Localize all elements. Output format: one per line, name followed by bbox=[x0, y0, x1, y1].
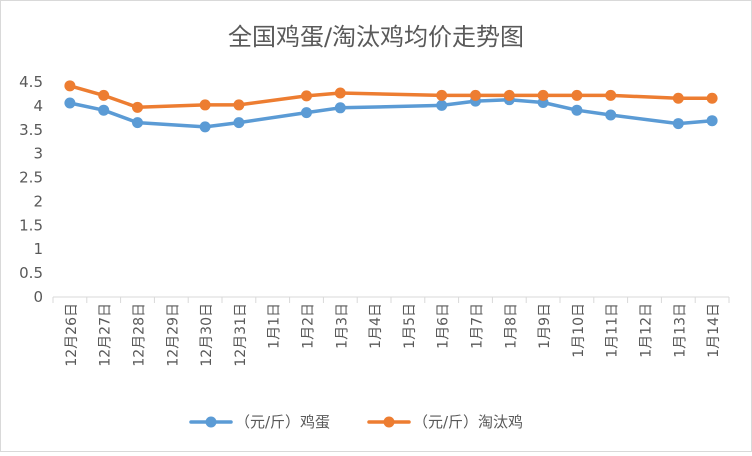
data-point-series-1 bbox=[132, 117, 143, 129]
data-point-series-1 bbox=[64, 97, 76, 109]
data-point-series-2 bbox=[199, 99, 211, 111]
data-point-series-2 bbox=[470, 89, 481, 101]
x-tick-label: 1月8日 bbox=[503, 303, 519, 349]
data-point-series-1 bbox=[199, 121, 211, 133]
y-tick-label: 1 bbox=[33, 240, 43, 258]
legend-marker-1 bbox=[205, 416, 217, 428]
x-tick-label: 1月14日 bbox=[706, 303, 722, 358]
x-tick-label: 1月13日 bbox=[672, 303, 688, 358]
data-point-series-2 bbox=[571, 89, 583, 101]
y-tick-label: 3.5 bbox=[19, 121, 43, 139]
data-point-series-2 bbox=[233, 99, 245, 111]
x-tick-label: 1月12日 bbox=[639, 303, 655, 358]
y-tick-label: 4.5 bbox=[19, 73, 43, 91]
data-point-series-1 bbox=[436, 99, 448, 111]
data-point-series-2 bbox=[334, 87, 346, 99]
x-tick-label: 1月5日 bbox=[402, 303, 418, 349]
data-point-series-2 bbox=[503, 89, 515, 101]
legend-marker-2 bbox=[383, 416, 395, 428]
y-tick-label: 0 bbox=[33, 288, 43, 306]
x-tick-label: 1月9日 bbox=[537, 303, 553, 349]
data-point-series-2 bbox=[132, 101, 143, 113]
x-tick-label: 12月26日 bbox=[64, 303, 80, 367]
x-tick-label: 1月3日 bbox=[334, 303, 350, 349]
data-point-series-1 bbox=[706, 115, 718, 127]
legend: （元/斤）鸡蛋 （元/斤）淘汰鸡 bbox=[189, 413, 523, 431]
x-tick-label: 1月10日 bbox=[571, 303, 587, 358]
y-tick-label: 3 bbox=[33, 145, 43, 163]
y-tick-label: 1.5 bbox=[19, 216, 43, 234]
y-tick-label: 2 bbox=[33, 192, 43, 210]
data-point-series-2 bbox=[537, 89, 549, 101]
x-tick-label: 1月6日 bbox=[436, 303, 452, 349]
y-tick-label: 2.5 bbox=[19, 169, 43, 187]
data-point-series-1 bbox=[571, 104, 583, 116]
x-tick-label: 12月28日 bbox=[132, 303, 148, 367]
data-point-series-2 bbox=[672, 92, 684, 104]
data-point-series-2 bbox=[301, 90, 312, 102]
data-point-series-1 bbox=[301, 107, 312, 119]
x-tick-label: 1月7日 bbox=[470, 303, 486, 349]
x-tick-label: 12月30日 bbox=[199, 303, 215, 367]
data-point-series-2 bbox=[64, 80, 76, 92]
data-point-series-2 bbox=[436, 89, 448, 101]
x-tick-label: 1月2日 bbox=[301, 303, 317, 349]
data-point-series-1 bbox=[233, 117, 245, 129]
x-tick-label: 12月27日 bbox=[98, 303, 114, 367]
y-axis: 0 0.5 1 1.5 2 2.5 3 3.5 4 4.5 bbox=[19, 73, 43, 306]
x-tick-label: 1月11日 bbox=[605, 303, 621, 358]
data-point-series-1 bbox=[605, 109, 617, 121]
data-point-series-2 bbox=[706, 92, 718, 104]
x-tick-label: 12月31日 bbox=[233, 303, 249, 367]
chart-title: 全国鸡蛋/淘汰鸡均价走势图 bbox=[228, 23, 524, 51]
legend-label-2: （元/斤）淘汰鸡 bbox=[413, 413, 523, 431]
y-tick-label: 4 bbox=[33, 97, 43, 115]
y-tick-label: 0.5 bbox=[19, 264, 43, 282]
data-point-series-1 bbox=[98, 104, 110, 116]
series-layer bbox=[64, 80, 718, 133]
data-point-series-2 bbox=[98, 89, 110, 101]
x-tick-label: 1月4日 bbox=[368, 303, 384, 349]
x-tick-label: 12月29日 bbox=[165, 303, 181, 367]
x-axis: 12月26日 12月27日 12月28日 12月29日 12月30日 12月31日 1月1日… bbox=[52, 296, 730, 367]
data-point-series-2 bbox=[605, 89, 617, 101]
data-point-series-1 bbox=[672, 118, 684, 130]
data-point-series-1 bbox=[334, 102, 346, 114]
legend-label-1: （元/斤）鸡蛋 bbox=[235, 413, 330, 431]
x-tick-label: 1月1日 bbox=[267, 303, 283, 349]
